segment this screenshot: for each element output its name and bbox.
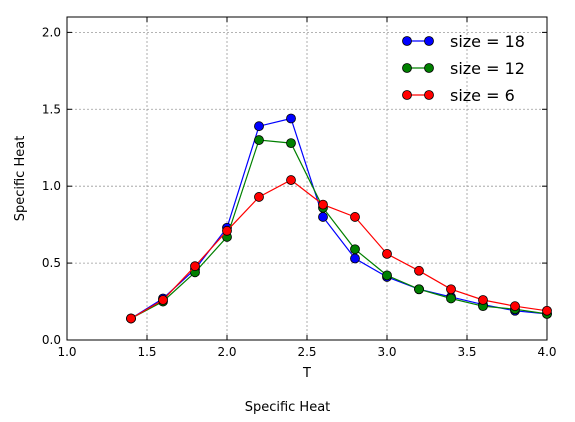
y-tick-label: 0.5 [42, 256, 61, 270]
legend-entry-3: size = 6 [402, 86, 515, 105]
data-point [510, 301, 520, 312]
legend-label: size = 12 [450, 59, 525, 78]
data-point [254, 192, 264, 202]
legend: size = 18 size = 12 size = 6 [402, 32, 525, 105]
series-line [130, 117, 548, 320]
legend-marker [424, 63, 434, 73]
data-point [350, 212, 360, 222]
series-3 [126, 175, 552, 324]
grid-lines [67, 17, 547, 340]
y-tick-label: 1.5 [42, 102, 61, 116]
series-1 [126, 113, 552, 324]
legend-entry-1: size = 18 [402, 32, 525, 51]
data-series [126, 113, 552, 324]
data-point [382, 270, 392, 281]
data-point [350, 253, 360, 264]
data-point [158, 295, 168, 305]
figure-caption: Specific Heat [244, 400, 331, 415]
data-point [350, 244, 360, 255]
x-tick-label: 2.5 [297, 345, 316, 359]
x-tick-label: 1.0 [57, 345, 76, 359]
x-tick-label: 1.5 [137, 345, 156, 359]
legend-marker [402, 63, 412, 73]
y-tick-label: 0.0 [42, 333, 61, 347]
series-line [130, 179, 548, 320]
data-point [414, 265, 424, 276]
x-tick-label: 4.0 [537, 345, 556, 359]
data-point [254, 121, 264, 132]
y-tick-label: 1.0 [42, 179, 61, 193]
data-point [286, 175, 296, 185]
data-point [254, 135, 264, 145]
legend-label: size = 18 [450, 32, 525, 51]
x-axis-label: T [302, 366, 311, 381]
series-2 [126, 135, 552, 324]
data-point [446, 293, 456, 304]
y-axis-label: Specific Heat [13, 136, 28, 222]
series-line [130, 139, 548, 320]
data-point [190, 261, 200, 272]
legend-marker [402, 90, 412, 100]
data-point [286, 138, 296, 149]
data-point [286, 113, 296, 124]
legend-entry-2: size = 12 [402, 59, 525, 78]
x-tick-label: 3.5 [457, 345, 476, 359]
data-point [318, 199, 328, 210]
data-point [222, 225, 232, 236]
axes: 1.0 1.5 2.0 2.5 3.0 3.5 4.0 0.0 0.5 1.0 1.5 2.0 [42, 16, 557, 359]
legend-marker [402, 36, 412, 46]
data-point [126, 313, 136, 324]
data-point [382, 248, 392, 259]
data-point [318, 212, 328, 222]
x-tick-label: 2.0 [217, 345, 236, 359]
specific-heat-chart: 1.0 1.5 2.0 2.5 3.0 3.5 4.0 0.0 0.5 1.0 1.5 2.0 siz… [13, 16, 557, 381]
legend-marker [424, 90, 434, 100]
data-point [542, 305, 552, 316]
data-point [478, 295, 488, 305]
data-point [414, 284, 424, 295]
x-tick-label: 3.0 [377, 345, 396, 359]
y-tick-label: 2.0 [42, 25, 61, 39]
data-point [446, 284, 456, 295]
legend-label: size = 6 [450, 86, 515, 105]
legend-marker [424, 36, 434, 46]
